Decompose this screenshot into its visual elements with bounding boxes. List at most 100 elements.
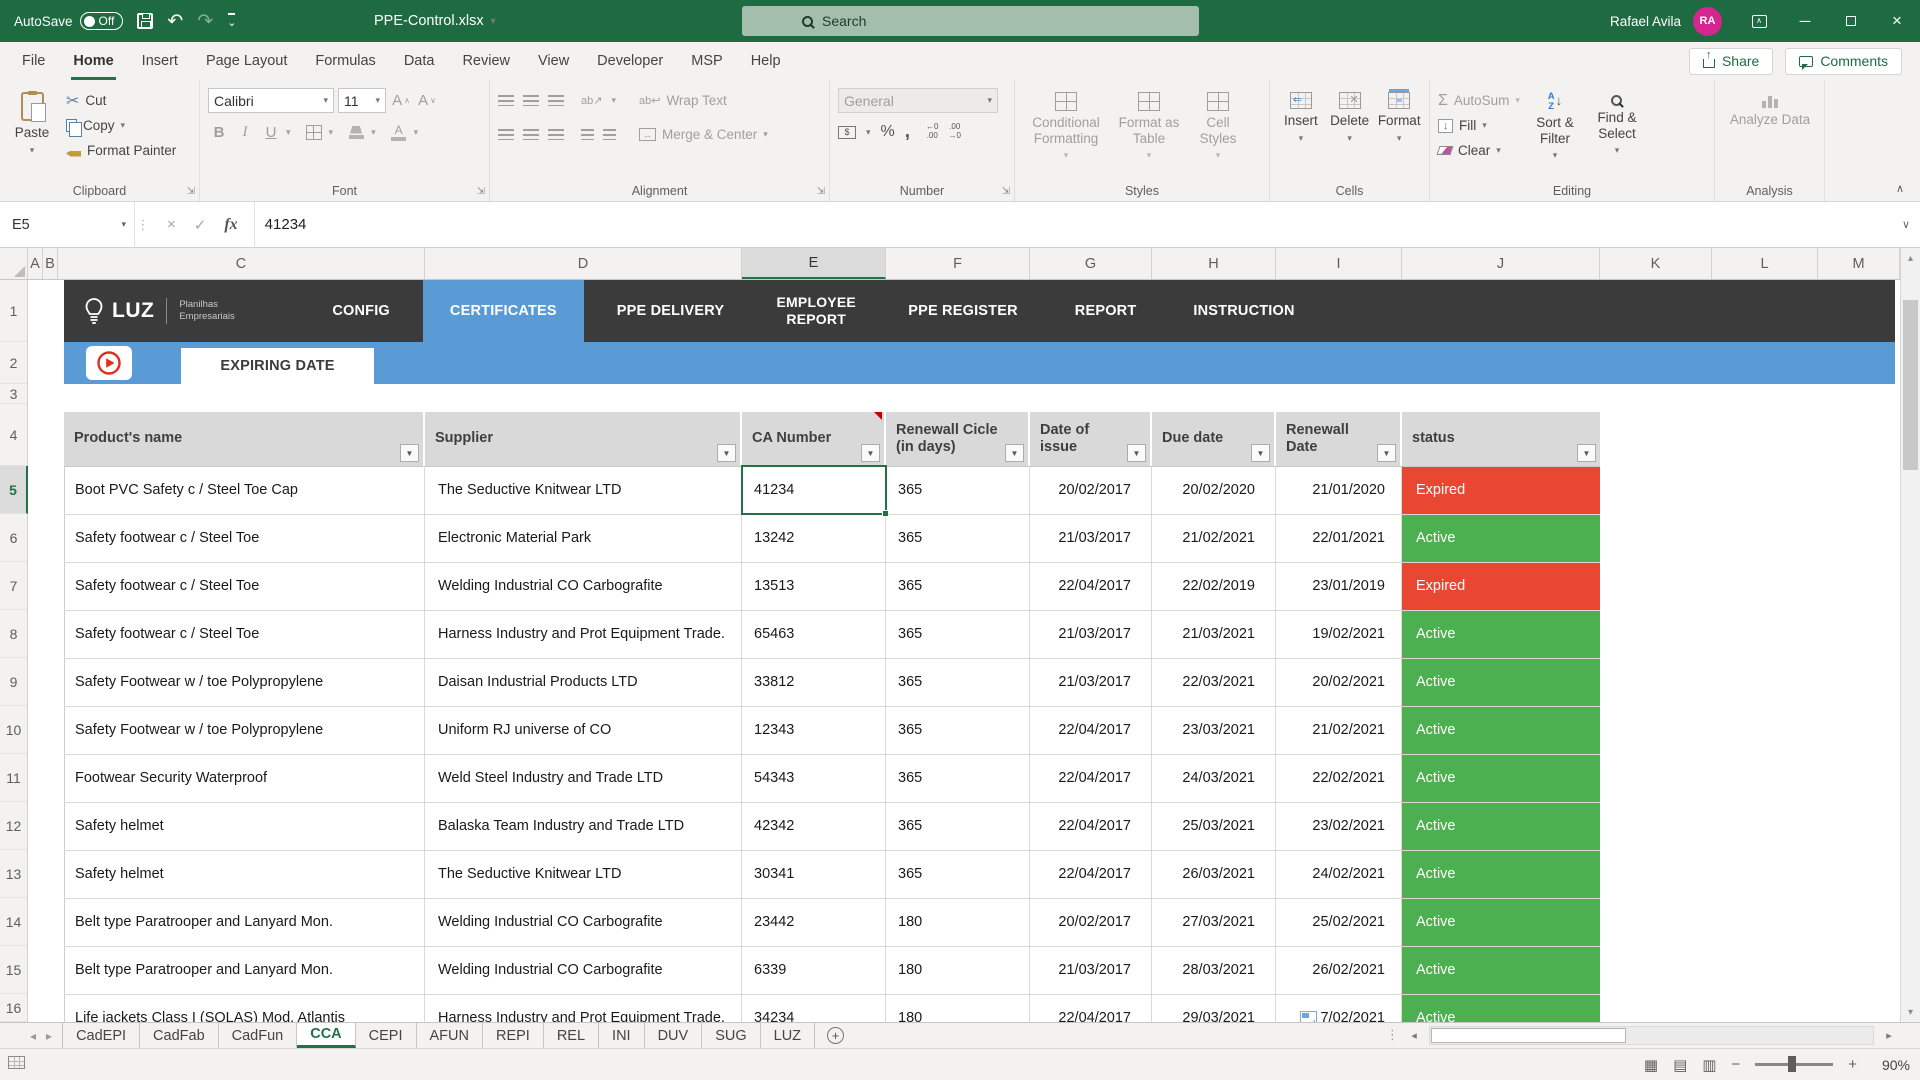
row-header[interactable]: 10 xyxy=(0,706,27,754)
alignment-dialog-launcher[interactable]: ⇲ xyxy=(817,186,825,197)
cell-supplier[interactable]: Daisan Industrial Products LTD xyxy=(425,659,742,706)
cell-product-name[interactable]: Safety helmet xyxy=(64,851,425,898)
menu-tab[interactable]: Developer xyxy=(583,42,677,80)
vertical-scrollbar[interactable]: ▴ ▾ xyxy=(1900,248,1920,1022)
row-header[interactable]: 11 xyxy=(0,754,27,802)
cell-status[interactable]: Active xyxy=(1402,611,1600,658)
format-cells-button[interactable]: Format ▾ xyxy=(1375,88,1423,181)
sheet-tab[interactable]: INI xyxy=(599,1023,645,1048)
workbook-nav-tab[interactable]: PPE DELIVERY xyxy=(593,280,748,342)
cell-renewal-date[interactable]: 22/01/2021 xyxy=(1276,515,1402,562)
increase-font-button[interactable]: A∧ xyxy=(390,89,412,113)
cell-product-name[interactable]: Life jackets Class I (SOLAS) Mod. Atlant… xyxy=(64,995,425,1022)
merge-center-button[interactable]: ↔ Merge & Center ▾ xyxy=(639,122,768,147)
menu-tab[interactable]: File xyxy=(8,42,59,80)
row-header[interactable]: 14 xyxy=(0,898,27,946)
align-center-icon[interactable] xyxy=(523,129,539,140)
normal-view-icon[interactable]: ▦ xyxy=(1644,1056,1658,1074)
borders-chevron-icon[interactable]: ▾ xyxy=(329,127,334,138)
column-header[interactable]: E xyxy=(742,248,886,279)
accounting-chevron-icon[interactable]: ▾ xyxy=(866,127,871,138)
column-header[interactable]: G xyxy=(1030,248,1152,279)
cell-due-date[interactable]: 21/03/2021 xyxy=(1152,611,1276,658)
select-all-corner[interactable] xyxy=(0,248,28,279)
sheet-prev-icon[interactable]: ◂ xyxy=(30,1029,36,1043)
zoom-slider-thumb[interactable] xyxy=(1788,1056,1796,1072)
new-sheet-button[interactable]: + xyxy=(827,1023,844,1048)
cancel-formula-icon[interactable]: × xyxy=(167,216,176,233)
cell-date-of-issue[interactable]: 20/02/2017 xyxy=(1030,899,1152,946)
cell-supplier[interactable]: Harness Industry and Prot Equipment Trad… xyxy=(425,611,742,658)
cell-renewal-date[interactable]: 23/01/2019 xyxy=(1276,563,1402,610)
decrease-decimal-icon[interactable]: .00→0 xyxy=(949,123,961,141)
menu-tab[interactable]: Home xyxy=(59,42,127,80)
cell-supplier[interactable]: Welding Industrial CO Carbografite xyxy=(425,947,742,994)
decrease-font-button[interactable]: A∨ xyxy=(416,89,438,113)
sheet-tab[interactable]: CCA xyxy=(297,1023,355,1048)
expand-formula-bar-icon[interactable]: ∨ xyxy=(1892,202,1920,247)
cell-status[interactable]: Expired xyxy=(1402,467,1600,514)
cell-date-of-issue[interactable]: 20/02/2017 xyxy=(1030,467,1152,514)
cell-renewal-cycle[interactable]: 365 xyxy=(886,755,1030,802)
column-header[interactable]: J xyxy=(1402,248,1600,279)
cell-renewal-cycle[interactable]: 180 xyxy=(886,899,1030,946)
row-header[interactable]: 5 xyxy=(0,466,28,514)
workbook-nav-tab[interactable]: PPE REGISTER xyxy=(884,280,1042,342)
cell-status[interactable]: Active xyxy=(1402,803,1600,850)
sheet-tab[interactable]: AFUN xyxy=(417,1023,483,1048)
row-header[interactable]: 2 xyxy=(0,342,27,384)
analyze-data-button[interactable]: Analyze Data xyxy=(1723,88,1817,128)
cell-ca-number[interactable]: 54343 xyxy=(742,755,886,802)
number-dialog-launcher[interactable]: ⇲ xyxy=(1002,186,1010,197)
zoom-out-icon[interactable]: − xyxy=(1731,1056,1740,1073)
bold-button[interactable]: B xyxy=(208,120,230,144)
workbook-nav-tab[interactable]: INSTRUCTION xyxy=(1169,280,1318,342)
cell-product-name[interactable]: Safety footwear c / Steel Toe xyxy=(64,611,425,658)
column-header[interactable]: H xyxy=(1152,248,1276,279)
filter-button[interactable]: ▼ xyxy=(1005,444,1024,462)
sheet-tab[interactable]: CadEPI xyxy=(62,1023,140,1048)
cell-supplier[interactable]: The Seductive Knitwear LTD xyxy=(425,467,742,514)
cell-renewal-date[interactable]: 25/02/2021 xyxy=(1276,899,1402,946)
autosave-pill[interactable]: Off xyxy=(80,12,124,30)
underline-chevron-icon[interactable]: ▾ xyxy=(286,127,291,138)
tab-expiring-date[interactable]: EXPIRING DATE xyxy=(181,348,374,384)
scroll-up-icon[interactable]: ▴ xyxy=(1901,248,1920,268)
menu-tab[interactable]: Page Layout xyxy=(192,42,301,80)
find-select-button[interactable]: Find & Select ▾ xyxy=(1590,88,1644,181)
sheet-tab[interactable]: SUG xyxy=(702,1023,760,1048)
cell-renewal-date[interactable]: 21/01/2020 xyxy=(1276,467,1402,514)
page-break-view-icon[interactable]: ▥ xyxy=(1702,1056,1716,1074)
sheet-tab[interactable]: DUV xyxy=(645,1023,703,1048)
paste-button[interactable]: Paste ▾ xyxy=(8,88,56,163)
insert-options-icon[interactable] xyxy=(1300,1011,1317,1022)
page-layout-view-icon[interactable]: ▤ xyxy=(1673,1056,1687,1074)
column-header[interactable]: M xyxy=(1818,248,1900,279)
cell-due-date[interactable]: 28/03/2021 xyxy=(1152,947,1276,994)
cell-styles-button[interactable]: Cell Styles ▾ xyxy=(1189,88,1247,181)
cell-renewal-cycle[interactable]: 365 xyxy=(886,851,1030,898)
search-box[interactable] xyxy=(742,6,1199,36)
cell-status[interactable]: Active xyxy=(1402,659,1600,706)
menu-tab[interactable]: Help xyxy=(737,42,795,80)
cell-date-of-issue[interactable]: 22/04/2017 xyxy=(1030,995,1152,1022)
cell-status[interactable]: Active xyxy=(1402,707,1600,754)
cell-renewal-cycle[interactable]: 365 xyxy=(886,803,1030,850)
cell-supplier[interactable]: Uniform RJ universe of CO xyxy=(425,707,742,754)
undo-button[interactable]: ↶ xyxy=(167,12,183,31)
sort-filter-button[interactable]: AZ↓ Sort & Filter ▾ xyxy=(1528,88,1582,181)
fill-color-chevron-icon[interactable]: ▾ xyxy=(371,127,376,138)
cell-status[interactable]: Expired xyxy=(1402,563,1600,610)
cell-status[interactable]: Active xyxy=(1402,995,1600,1022)
insert-function-icon[interactable]: fx xyxy=(224,216,237,234)
filter-button[interactable]: ▼ xyxy=(717,444,736,462)
sheet-tab[interactable]: CadFab xyxy=(140,1023,219,1048)
name-box[interactable]: E5 ▾ xyxy=(0,202,135,247)
decrease-indent-icon[interactable] xyxy=(581,129,594,140)
clipboard-dialog-launcher[interactable]: ⇲ xyxy=(187,186,195,197)
align-bottom-icon[interactable] xyxy=(548,95,564,106)
row-header[interactable]: 13 xyxy=(0,850,27,898)
workbook-nav-tab[interactable]: EMPLOYEE REPORT xyxy=(757,280,875,342)
cell-due-date[interactable]: 24/03/2021 xyxy=(1152,755,1276,802)
workbook-nav-tab[interactable]: REPORT xyxy=(1051,280,1161,342)
